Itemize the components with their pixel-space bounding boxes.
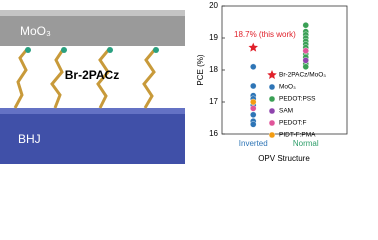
y-tick-label: 17: [209, 97, 218, 106]
star-marker: [248, 42, 259, 52]
legend-marker: [268, 95, 276, 103]
point: [302, 63, 309, 71]
y-tick-label: 19: [209, 33, 218, 42]
bhj-label: BHJ: [18, 132, 41, 146]
plot-frame: [221, 5, 348, 135]
legend-marker: [268, 107, 276, 115]
x-tick-label: Inverted: [239, 139, 268, 148]
legend-label: PEDOT:PSS: [279, 96, 316, 103]
legend-marker: [268, 119, 276, 127]
y-tick-label: 18: [209, 65, 218, 74]
point: [302, 57, 309, 64]
point: [250, 105, 257, 112]
legend-label: PIDT-F:PMA: [279, 132, 316, 139]
point: [250, 63, 257, 71]
annotation: 18.7% (this work): [234, 30, 296, 39]
moo3-label: MoO₃: [20, 24, 51, 38]
x-tick-label: Normal: [293, 139, 319, 148]
anchors: [25, 47, 159, 53]
legend-marker: [267, 70, 277, 80]
illustration: MoO₃ Br-2PACz BHJ: [0, 10, 185, 164]
point: [302, 22, 309, 29]
moo3-top: [0, 10, 185, 16]
legend-label: PEDOT:F: [279, 120, 306, 127]
legend-marker: [268, 131, 276, 139]
point: [250, 111, 257, 119]
point: [250, 98, 257, 106]
molecules: [13, 47, 158, 109]
legend-marker: [268, 83, 276, 91]
bhj-layer: [0, 108, 185, 164]
point: [250, 82, 257, 90]
legend-label: Br-2PACz/MoO₃: [279, 72, 326, 79]
y-tick-label: 16: [209, 129, 218, 138]
figure: MoO₃ Br-2PACz BHJ PCE (%) OPV Structure …: [0, 1, 348, 164]
x-axis-label: OPV Structure: [258, 154, 310, 163]
y-tick-label: 20: [209, 1, 218, 10]
molecule-label: Br-2PACz: [65, 68, 119, 82]
legend-label: MoO₃: [279, 84, 296, 91]
point: [250, 121, 257, 128]
y-axis-label: PCE (%): [196, 54, 205, 85]
point: [302, 47, 309, 54]
bhj-top: [0, 108, 185, 114]
legend-label: SAM: [279, 108, 293, 115]
